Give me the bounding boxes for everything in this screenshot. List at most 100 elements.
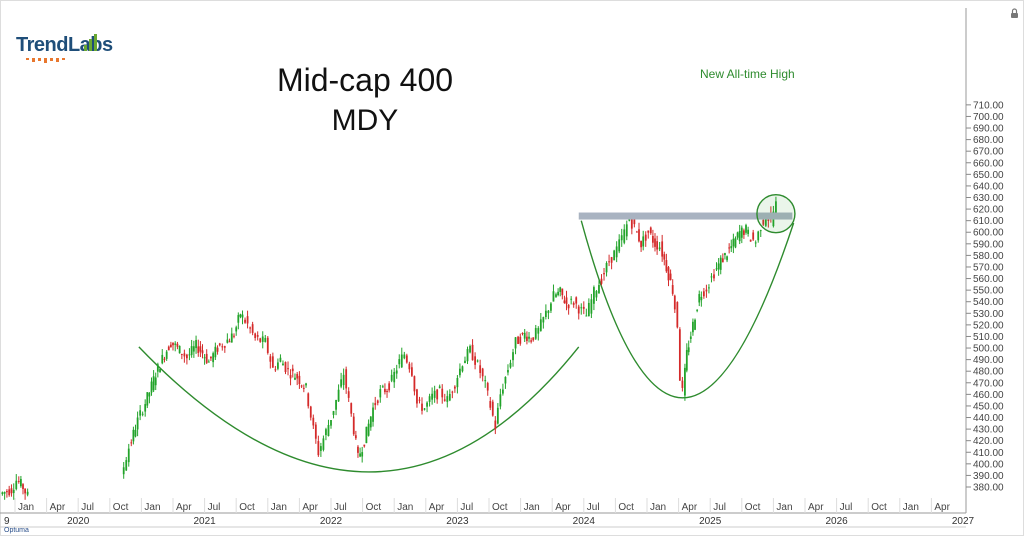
candle-body [451,391,454,393]
candle-body [274,369,277,371]
candle-body [165,351,168,359]
candle-body [476,360,479,362]
month-label: Apr [302,502,318,513]
candle-body [715,268,718,270]
candle-body [484,380,487,382]
candle-body [700,296,703,301]
candle-body [625,224,628,237]
candle-body [767,219,770,221]
month-label: Oct [745,502,761,513]
brand-logo: TrendLabs [16,34,113,63]
candle-body [436,389,439,400]
time-axis: Jan Apr Jul Oct Jan Apr Jul Oct Jan Apr Jul Oct Jan A… [4,498,975,527]
candle-body [469,346,471,353]
candle-body [130,442,133,444]
candle-body [528,336,530,339]
candle-body [335,399,337,410]
candle-body [393,371,396,383]
candle-body [651,235,654,243]
candle-body [156,364,159,372]
y-tick-label: 650.00 [973,170,1004,181]
y-tick-label: 620.00 [973,205,1004,216]
candle-body [539,319,542,331]
candle-body [559,287,562,292]
candle-body [713,274,715,279]
candle-body [122,467,125,475]
candle-body [347,391,350,398]
y-tick-label: 660.00 [973,158,1004,169]
candle-body [259,338,262,342]
candle-body [207,361,210,363]
annotation-label: New All-time High [700,67,795,81]
candle-body [620,235,623,241]
candle-body [628,218,631,221]
breakout-circle [756,194,796,234]
candle-body [630,219,633,229]
candle-body [749,239,752,242]
candle-body [489,401,492,408]
candle-body [563,300,566,303]
candle-body [593,287,595,304]
candle-body [266,337,269,353]
candle-body [330,420,332,426]
candle-body [22,484,24,489]
candle-body [665,260,668,272]
candle-body [698,294,701,303]
candle-body [386,391,388,393]
candle-body [24,488,27,494]
candle-body [239,314,242,317]
lock-icon[interactable] [1011,8,1018,18]
candle-body [587,302,590,317]
month-label: Oct [366,502,382,513]
candle-body [332,411,335,415]
candle-body [635,231,638,233]
candle-body [390,374,393,381]
candle-body [269,356,272,362]
candle-body [509,362,512,368]
y-tick-label: 390.00 [973,471,1004,482]
candle-body [667,267,670,281]
candle-body [251,324,254,333]
y-tick-label: 500.00 [973,344,1004,355]
candle-body [298,375,301,385]
candle-body [279,357,282,362]
candle-body [192,346,195,352]
candle-body [717,263,720,270]
candle-body [376,400,379,404]
month-label: Jul [208,502,221,513]
candle-body [357,446,359,453]
candle-body [277,362,279,369]
candle-body [287,368,289,370]
candle-body [600,278,603,284]
month-label: Oct [113,502,129,513]
month-label: Jan [524,502,540,513]
candle-body [644,234,647,241]
candle-body [428,396,431,402]
candle-body [176,343,179,347]
y-tick-label: 690.00 [973,124,1004,135]
candle-body [654,238,656,247]
candle-body [585,315,588,317]
candle-body [555,294,557,297]
candle-body [757,231,760,241]
candle-body [590,299,593,314]
candle-body [374,403,377,406]
candle-body [150,381,153,393]
candle-body [416,389,418,404]
candle-body [656,241,659,250]
month-label: Jan [271,502,287,513]
year-label: 2026 [825,516,848,527]
candle-body [481,368,484,377]
y-tick-label: 560.00 [973,274,1004,285]
y-tick-label: 580.00 [973,251,1004,262]
candle-body [223,346,226,348]
candle-body [724,253,726,256]
candles [1,196,777,500]
candle-body [479,365,482,373]
candle-body [598,285,600,294]
month-label: Jan [144,502,160,513]
candle-body [745,225,747,233]
candle-body [132,429,135,442]
candle-body [291,368,294,372]
candle-body [519,336,522,344]
